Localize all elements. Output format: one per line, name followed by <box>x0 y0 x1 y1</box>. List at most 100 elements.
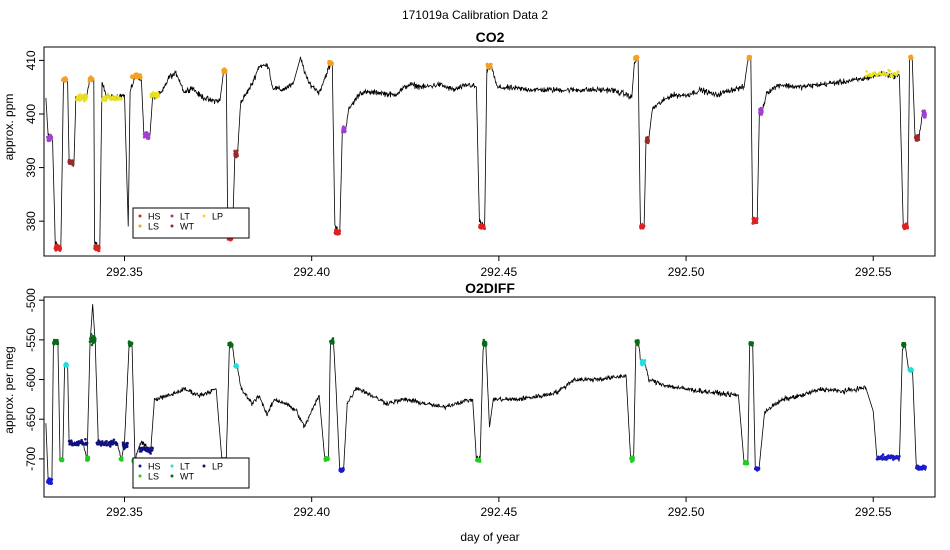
marker-point <box>338 229 342 232</box>
marker-point <box>109 445 112 448</box>
marker-point <box>107 443 110 447</box>
marker-point <box>84 438 87 441</box>
marker-point <box>236 365 239 369</box>
marker-point <box>755 221 759 224</box>
legend-label-wt: WT <box>180 222 194 232</box>
marker-ls <box>746 54 753 61</box>
marker-point <box>636 56 640 59</box>
marker-point <box>89 333 93 336</box>
co2-plot-frame <box>43 46 936 257</box>
y-tick-label: 400 <box>24 104 38 124</box>
marker-point <box>752 216 756 220</box>
marker-hs <box>751 216 759 225</box>
marker-lt <box>639 358 647 367</box>
marker-point <box>344 130 347 133</box>
marker-point <box>490 62 493 66</box>
x-tick-label: 292.45 <box>481 265 518 279</box>
marker-point <box>344 126 347 130</box>
y-tick-label: 390 <box>24 157 38 177</box>
marker-point <box>157 95 161 98</box>
marker-hs <box>93 244 101 253</box>
figure-title: 171019a Calibration Data 2 <box>402 8 548 22</box>
marker-point <box>924 113 927 117</box>
marker-point <box>917 138 921 142</box>
marker-point <box>910 57 914 60</box>
marker-point <box>112 438 116 442</box>
marker-hs <box>754 466 761 472</box>
marker-wt <box>227 341 234 348</box>
marker-point <box>890 73 893 76</box>
marker-ls <box>87 75 95 83</box>
marker-point <box>865 70 868 73</box>
legend-swatch-lt <box>170 464 174 468</box>
marker-point <box>924 465 927 469</box>
marker-point <box>327 457 330 461</box>
marker-point <box>885 458 888 461</box>
o2diff-y-axis: -700 -650 -600 -550 -500 <box>24 288 44 471</box>
marker-point <box>85 97 88 100</box>
x-axis-label: day of year <box>460 530 519 544</box>
x-tick-label: 292.40 <box>293 265 330 279</box>
marker-lp <box>67 438 89 447</box>
marker-point <box>903 343 907 347</box>
marker-ls <box>742 459 750 466</box>
marker-lp <box>149 91 161 99</box>
o2diff-x-axis: 292.35 292.40 292.45 292.50 292.55 <box>106 497 892 519</box>
legend-swatch-ls <box>138 474 142 478</box>
marker-point <box>231 343 234 347</box>
legend-label-lp: LP <box>212 212 223 222</box>
marker-wt <box>748 341 754 347</box>
marker-point <box>71 160 75 164</box>
marker-point <box>895 73 898 76</box>
marker-point <box>66 363 69 367</box>
marker-point <box>224 71 228 74</box>
marker-point <box>892 458 895 461</box>
marker-point <box>891 75 894 79</box>
x-tick-label: 292.35 <box>106 505 143 519</box>
marker-point <box>93 339 97 343</box>
y-tick-label: -600 <box>24 367 38 391</box>
marker-wt <box>644 136 650 145</box>
marker-lt <box>907 367 914 374</box>
marker-lp <box>75 93 89 103</box>
marker-point <box>94 337 97 341</box>
marker-hs <box>53 243 63 252</box>
marker-ls <box>323 456 330 462</box>
marker-point <box>236 154 239 157</box>
legend-label-hs: HS <box>148 212 161 222</box>
marker-point <box>917 134 921 138</box>
marker-point <box>888 69 891 73</box>
marker-point <box>120 456 124 460</box>
marker-point <box>85 441 89 445</box>
co2-markers <box>46 54 927 253</box>
legend-label-hs: HS <box>148 462 161 472</box>
marker-point <box>97 249 101 252</box>
marker-point <box>484 343 488 346</box>
marker-lt <box>233 363 239 369</box>
marker-point <box>56 338 59 342</box>
legend-swatch-lp <box>202 214 206 218</box>
marker-point <box>236 149 239 152</box>
marker-point <box>755 217 759 220</box>
marker-point <box>483 227 486 231</box>
marker-hs <box>478 223 486 231</box>
marker-wt <box>88 333 97 347</box>
marker-hs <box>915 464 927 471</box>
marker-hs <box>875 453 901 461</box>
marker-lt <box>341 125 347 134</box>
legend-label-ls: LS <box>148 472 159 482</box>
co2-y-axis: 380 390 400 410 <box>24 50 44 231</box>
legend-label-ls: LS <box>148 222 159 232</box>
marker-point <box>864 75 867 78</box>
marker-point <box>643 359 647 362</box>
marker-lp <box>138 446 154 455</box>
marker-point <box>59 247 63 250</box>
marker-point <box>56 340 59 344</box>
marker-point <box>91 77 95 80</box>
marker-point <box>924 116 927 119</box>
marker-point <box>642 224 646 228</box>
marker-ls <box>85 455 91 462</box>
x-tick-label: 292.45 <box>481 505 518 519</box>
marker-point <box>100 99 104 103</box>
marker-point <box>882 70 885 74</box>
